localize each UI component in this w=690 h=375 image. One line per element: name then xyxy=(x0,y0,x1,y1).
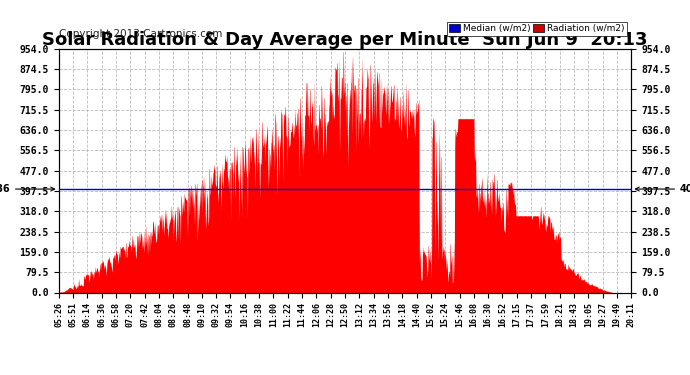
Text: 404.86: 404.86 xyxy=(0,184,55,194)
Title: Solar Radiation & Day Average per Minute  Sun Jun 9  20:13: Solar Radiation & Day Average per Minute… xyxy=(42,31,648,49)
Text: Copyright 2013 Cartronics.com: Copyright 2013 Cartronics.com xyxy=(59,29,222,39)
Legend: Median (w/m2), Radiation (w/m2): Median (w/m2), Radiation (w/m2) xyxy=(446,22,627,36)
Text: 404.86: 404.86 xyxy=(635,184,690,194)
